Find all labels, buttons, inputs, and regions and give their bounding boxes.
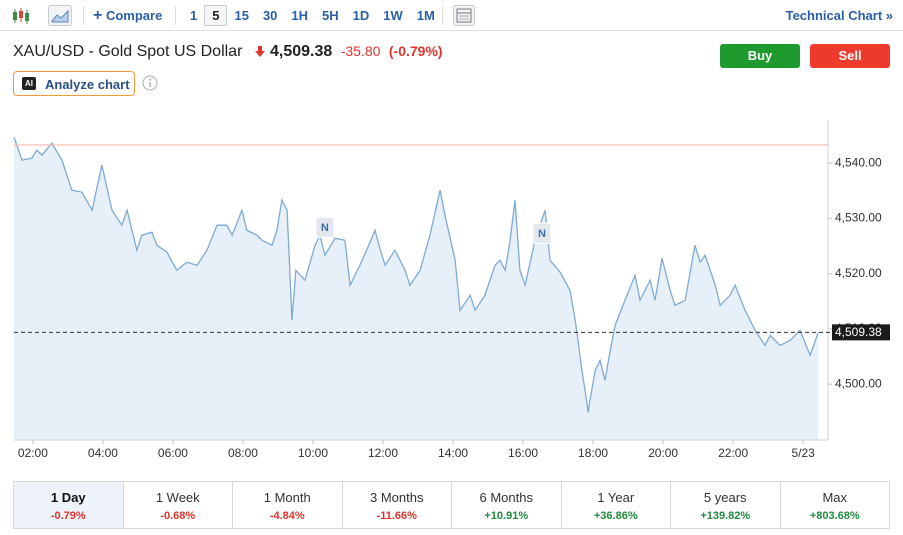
compare-label: Compare <box>105 8 163 23</box>
last-price-label: 4,509.38 <box>835 325 882 339</box>
separator <box>442 6 443 25</box>
x-tick-label: 5/23 <box>791 446 815 460</box>
x-tick-label: 16:00 <box>508 446 538 460</box>
y-tick-label: 4,540.00 <box>835 155 882 169</box>
interval-list: 1 5 15 30 1H 5H 1D 1W 1M <box>183 5 442 26</box>
period-label: 1 Day <box>50 490 86 505</box>
period-change: +36.86% <box>593 510 638 522</box>
x-tick-label: 04:00 <box>88 446 118 460</box>
analyze-label: Analyze chart <box>45 77 130 92</box>
separator <box>83 6 84 25</box>
y-tick-label: 4,500.00 <box>835 376 882 390</box>
period-tab[interactable]: Max +803.68% <box>781 482 890 528</box>
area-icon[interactable] <box>48 5 72 26</box>
interval-button[interactable]: 1 <box>190 8 198 23</box>
separator <box>175 6 176 25</box>
interval-button[interactable]: 1H <box>291 8 309 23</box>
price-change-pct: (-0.79%) <box>388 43 443 59</box>
x-tick-label: 06:00 <box>158 446 188 460</box>
price-change: -35.80 <box>340 43 381 59</box>
period-tab[interactable]: 6 Months +10.91% <box>452 482 562 528</box>
technical-chart-link[interactable]: Technical Chart » <box>785 8 893 23</box>
y-tick-label: 4,520.00 <box>835 266 882 280</box>
compare-button[interactable]: + Compare <box>93 7 163 24</box>
down-arrow <box>255 46 265 57</box>
interval-button[interactable]: 1M <box>416 8 435 23</box>
interval-button[interactable]: 1D <box>352 8 370 23</box>
period-change: -0.79% <box>50 510 86 522</box>
period-change: -11.66% <box>376 510 417 522</box>
table-icon[interactable] <box>453 5 475 26</box>
interval-button[interactable]: 15 <box>234 8 249 23</box>
x-tick-label: 14:00 <box>438 446 468 460</box>
x-tick-label: 12:00 <box>368 446 398 460</box>
y-tick-label: 4,530.00 <box>835 211 882 225</box>
period-tab[interactable]: 1 Week -0.68% <box>124 482 233 528</box>
period-change: +139.82% <box>700 510 751 522</box>
info-icon[interactable] <box>142 75 158 91</box>
period-tab[interactable]: 1 Month -4.84% <box>233 482 343 528</box>
period-tab[interactable]: 1 Day -0.79% <box>14 482 124 528</box>
news-marker-label: N <box>321 222 329 234</box>
period-label: Max <box>822 490 848 505</box>
x-tick-label: 08:00 <box>228 446 258 460</box>
news-marker-box <box>532 222 552 244</box>
period-tab[interactable]: 3 Months -11.66% <box>343 482 452 528</box>
sell-button[interactable]: Sell <box>810 44 890 68</box>
period-tab[interactable]: 1 Year +36.86% <box>562 482 671 528</box>
buy-button[interactable]: Buy <box>720 44 800 68</box>
last-price: 4,509.38 <box>270 43 333 60</box>
interval-button[interactable]: 5H <box>322 8 339 23</box>
period-label: 3 Months <box>370 490 424 505</box>
period-change: -4.84% <box>269 510 305 522</box>
instrument-title: XAU/USD - Gold Spot US Dollar <box>13 43 243 60</box>
analyze-button[interactable]: AI Analyze chart <box>13 71 135 96</box>
x-tick-label: 20:00 <box>648 446 678 460</box>
period-tab[interactable]: 5 years +139.82% <box>671 482 781 528</box>
interval-button[interactable]: 30 <box>262 8 278 23</box>
period-change: +10.91% <box>484 510 529 522</box>
news-marker[interactable]: N <box>315 216 335 238</box>
candle-icon[interactable] <box>10 6 32 26</box>
news-marker-label: N <box>538 228 546 240</box>
period-label: 5 years <box>703 490 747 505</box>
ai-badge: AI <box>22 77 36 90</box>
period-label: 1 Week <box>155 490 200 505</box>
x-tick-label: 22:00 <box>718 446 748 460</box>
period-label: 1 Year <box>597 490 635 505</box>
x-tick-label: 18:00 <box>578 446 608 460</box>
toolbar: + Compare 1 5 15 30 1H 5H 1D 1W 1M Technical Cha… <box>0 0 903 31</box>
last-price-box <box>832 324 890 341</box>
period-change: -0.68% <box>160 510 196 522</box>
news-marker-box <box>315 216 335 238</box>
price-chart: Investing.com4,500.004,510.004,520.004,5… <box>13 120 890 460</box>
news-marker[interactable]: N <box>532 222 552 244</box>
price-row: 4,509.38 -35.80 (-0.79%) <box>270 43 443 61</box>
period-change: +803.68% <box>809 510 860 522</box>
x-tick-label: 02:00 <box>18 446 48 460</box>
period-tabs: 1 Day -0.79% 1 Week -0.68% 1 Month -4.84% 3 Mo… <box>13 481 890 529</box>
price-area <box>14 137 819 440</box>
x-tick-label: 10:00 <box>298 446 328 460</box>
period-label: 1 Month <box>263 490 311 505</box>
price-line <box>13 136 819 413</box>
interval-button[interactable]: 5 <box>204 5 228 26</box>
interval-button[interactable]: 1W <box>383 8 403 23</box>
period-label: 6 Months <box>479 490 533 505</box>
